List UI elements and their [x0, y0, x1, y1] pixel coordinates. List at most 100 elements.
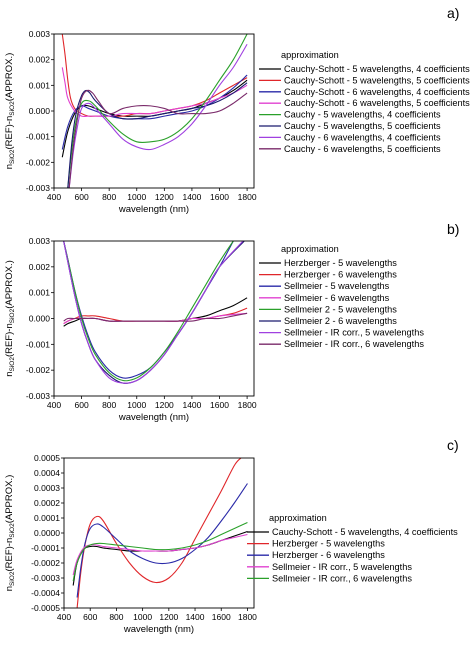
legend-entry: Sellmeier 2 - 5 wavelengths [284, 304, 397, 314]
x-tick-label: 1600 [210, 192, 229, 202]
legend-entry: Herzberger - 5 wavelengths [272, 539, 385, 549]
series-line-1 [63, 297, 248, 327]
x-axis-label: wavelength (nm) [118, 412, 189, 423]
series-line-6 [67, 82, 248, 188]
y-tick-label: 0.0001 [34, 513, 60, 523]
y-axis-label: nSiO2(REF)-nSiO2(APPROX.) [4, 475, 16, 592]
y-tick-label: 0.0005 [34, 453, 60, 463]
x-tick-label: 1000 [127, 192, 146, 202]
series-line-8 [68, 89, 248, 188]
y-tick-label: 0.001 [29, 80, 51, 90]
series-line-1 [61, 79, 248, 158]
x-axis-label: wavelength (nm) [123, 624, 194, 635]
panel-label: a) [447, 5, 459, 21]
y-tick-label: 0.0002 [34, 498, 60, 508]
x-tick-label: 1600 [210, 400, 229, 410]
y-tick-label: -0.002 [26, 365, 50, 375]
y-tick-label: 0.003 [29, 29, 51, 39]
legend-entry: Sellmeier - IR corr., 6 wavelengths [272, 573, 412, 583]
y-tick-label: -0.0003 [31, 573, 60, 583]
legend-entry: Cauchy - 6 wavelengths, 4 coefficients [284, 132, 441, 142]
series-line-3 [76, 483, 248, 598]
legend-entry: Cauchy-Schott - 5 wavelengths, 5 coeffic… [284, 75, 470, 85]
x-tick-label: 800 [109, 612, 123, 622]
x-tick-label: 1400 [182, 192, 201, 202]
x-tick-label: 400 [47, 400, 61, 410]
y-axis-label: nSiO2(REF)-nSiO2(APPROX.) [4, 260, 16, 377]
y-tick-label: -0.0004 [31, 588, 60, 598]
series-line-3 [63, 241, 234, 379]
legend-entry: Cauchy - 6 wavelengths, 5 coefficients [284, 144, 441, 154]
y-tick-label: 0.0004 [34, 468, 60, 478]
series-line-4 [72, 533, 248, 576]
y-tick-label: -0.001 [26, 339, 50, 349]
legend: approximation Herzberger - 5 wavelengths H… [259, 244, 424, 349]
y-axis-label: nSiO2(REF)-nSiO2(APPROX.) [4, 53, 16, 170]
x-tick-label: 400 [47, 192, 61, 202]
x-tick-label: 1200 [159, 612, 178, 622]
y-tick-label: 0.002 [29, 55, 51, 65]
legend-title: approximation [281, 244, 339, 254]
legend: approximation Cauchy-Schott - 5 wavelengt… [247, 513, 458, 583]
series-lines [63, 241, 248, 384]
series-line-7 [68, 43, 248, 188]
y-tick-label: 0.003 [29, 236, 51, 246]
series-lines [72, 458, 248, 608]
x-tick-label: 600 [83, 612, 97, 622]
series-line-8 [63, 312, 248, 322]
y-tick-label: 0.001 [29, 288, 51, 298]
y-tick-label: -0.0001 [31, 543, 60, 553]
x-tick-label: 1800 [238, 400, 257, 410]
x-tick-label: 400 [57, 612, 71, 622]
y-tick-label: -0.003 [26, 391, 50, 401]
y-tick-label: -0.001 [26, 132, 50, 142]
x-tick-label: 1200 [155, 192, 174, 202]
x-tick-label: 1400 [182, 400, 201, 410]
legend-entry: Sellmeier - IR corr., 5 wavelengths [272, 562, 412, 572]
y-tick-label: 0.0003 [34, 483, 60, 493]
x-axis-label: wavelength (nm) [118, 204, 189, 215]
x-tick-label: 600 [74, 400, 88, 410]
x-tick-label: 1800 [238, 192, 257, 202]
y-tick-label: -0.0002 [31, 558, 60, 568]
legend-entry: Cauchy-Schott - 6 wavelengths, 5 coeffic… [284, 98, 470, 108]
x-tick-label: 1600 [212, 612, 231, 622]
series-line-5 [72, 521, 248, 582]
series-line-2 [76, 458, 242, 608]
series-lines [61, 34, 248, 188]
y-tick-label: -0.003 [26, 183, 50, 193]
plot-frame [53, 33, 255, 189]
legend: approximation Cauchy-Schott - 5 wavelengt… [259, 50, 470, 154]
y-tick-label: -0.002 [26, 157, 50, 167]
series-line-5 [63, 241, 234, 382]
legend-entry: Cauchy-Schott - 5 wavelengths, 4 coeffic… [272, 527, 458, 537]
legend-entry: Cauchy-Schott - 5 wavelengths, 4 coeffic… [284, 64, 470, 74]
legend-entry: Herzberger - 6 wavelengths [284, 270, 397, 280]
y-tick-label: 0.0000 [34, 528, 60, 538]
x-tick-label: 800 [102, 192, 116, 202]
panel-2: 400 600 800 1000 1200 1400 1600 1800 -0.003 -0.00… [4, 221, 459, 423]
y-tick-label: 0.000 [29, 106, 51, 116]
legend-entry: Sellmeier - IR corr., 5 wavelengths [284, 328, 424, 338]
panel-1: 400 600 800 1000 1200 1400 1600 1800 -0.003 -0.00… [4, 5, 470, 215]
legend-entry: Sellmeier - IR corr., 6 wavelengths [284, 339, 424, 349]
legend-title: approximation [281, 50, 339, 60]
legend-title: approximation [269, 513, 327, 523]
legend-entry: Herzberger - 6 wavelengths [272, 550, 385, 560]
series-line-1 [72, 530, 248, 586]
legend-entry: Cauchy - 5 wavelengths, 4 coefficients [284, 110, 441, 120]
y-tick-label: -0.0005 [31, 603, 60, 613]
panel-label: b) [447, 221, 459, 237]
x-tick-label: 1000 [127, 400, 146, 410]
y-tick-label: 0.000 [29, 314, 51, 324]
series-line-4 [61, 67, 248, 118]
x-tick-label: 1400 [186, 612, 205, 622]
legend-entry: Herzberger - 5 wavelengths [284, 258, 397, 268]
x-tick-label: 1200 [155, 400, 174, 410]
legend-entry: Sellmeier - 6 wavelengths [284, 293, 390, 303]
x-tick-label: 1800 [238, 612, 257, 622]
legend-entry: Cauchy - 5 wavelengths, 5 coefficients [284, 121, 441, 131]
legend-entry: Sellmeier - 5 wavelengths [284, 281, 390, 291]
series-line-7 [63, 241, 244, 384]
